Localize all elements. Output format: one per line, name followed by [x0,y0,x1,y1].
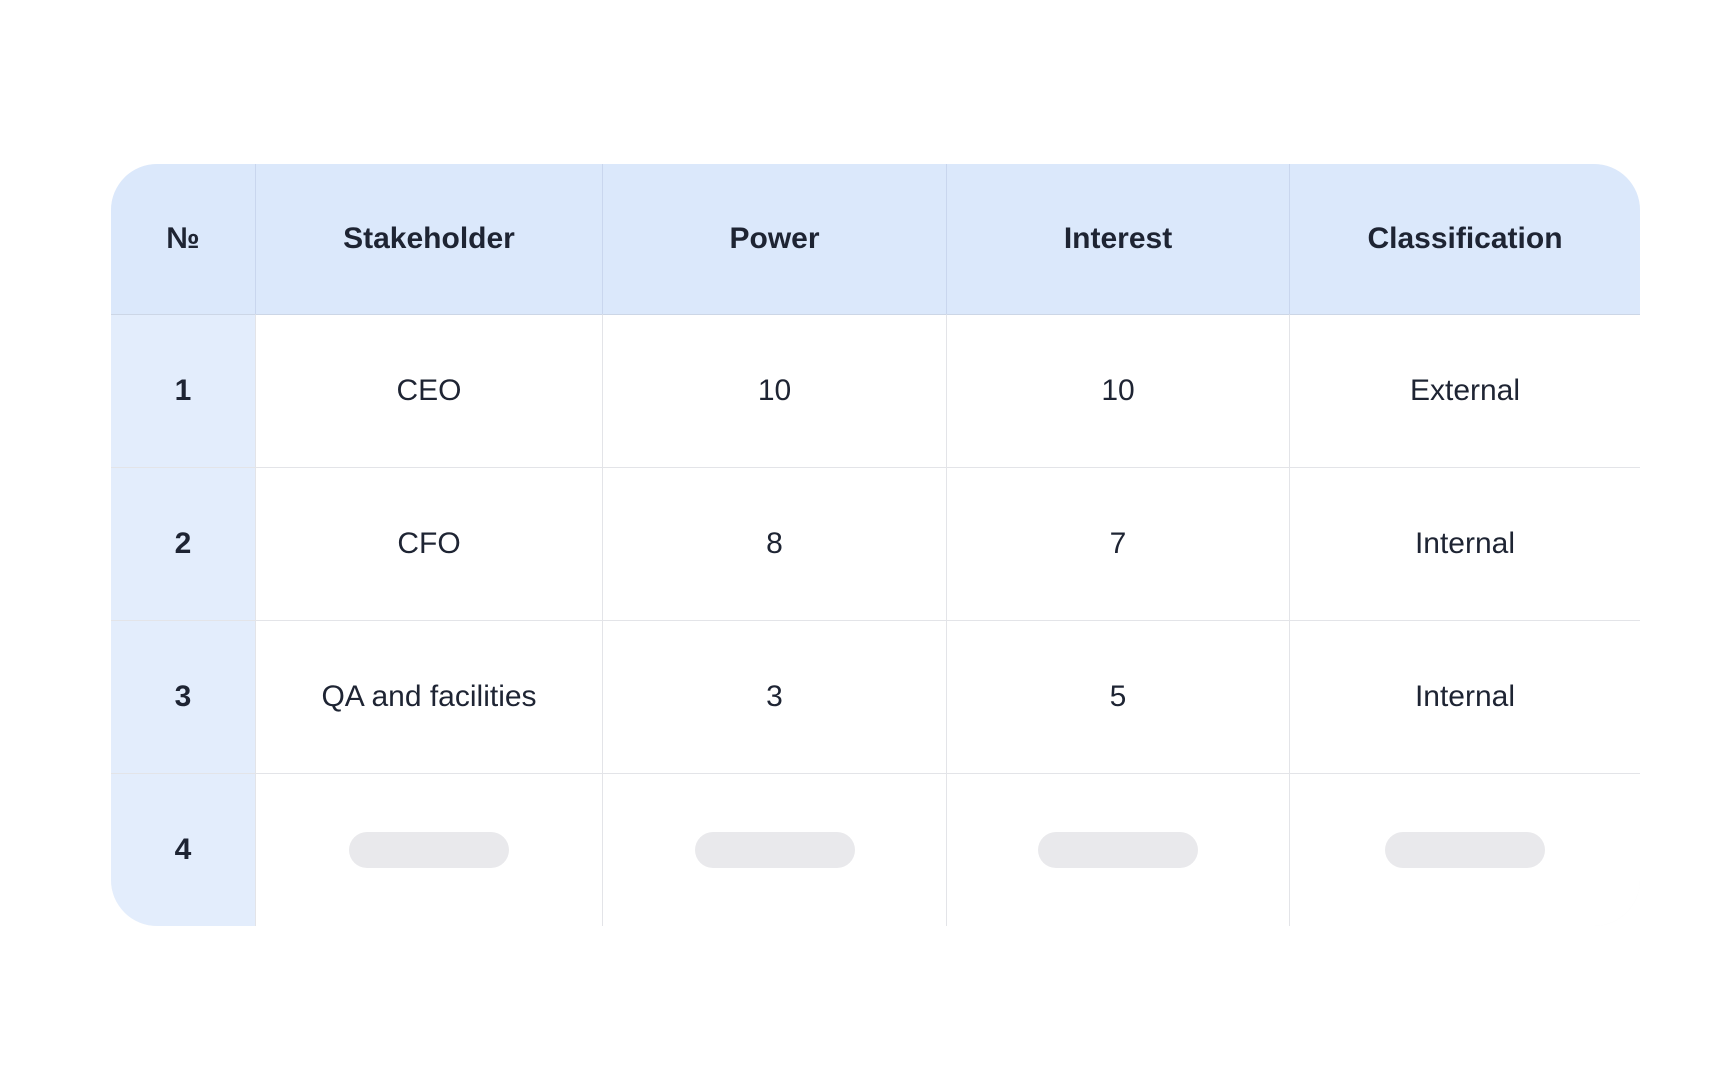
power-cell: 3 [603,620,947,773]
row-number: 2 [111,467,256,620]
column-header-stakeholder: Stakeholder [256,164,603,314]
power-cell-empty [603,773,947,926]
interest-cell: 7 [947,467,1290,620]
row-number: 4 [111,773,256,926]
power-cell: 8 [603,467,947,620]
row-number: 3 [111,620,256,773]
stakeholder-cell: CEO [256,314,603,467]
interest-cell-empty [947,773,1290,926]
column-header-power: Power [603,164,947,314]
interest-cell: 10 [947,314,1290,467]
empty-value-placeholder [1385,832,1545,868]
empty-value-placeholder [1038,832,1198,868]
column-header-classification: Classification [1290,164,1640,314]
power-cell: 10 [603,314,947,467]
classification-cell: Internal [1290,467,1640,620]
stakeholder-cell-empty [256,773,603,926]
classification-cell: External [1290,314,1640,467]
stakeholder-cell: QA and facilities [256,620,603,773]
empty-value-placeholder [349,832,509,868]
classification-cell: Internal [1290,620,1640,773]
classification-cell-empty [1290,773,1640,926]
column-header-number: № [111,164,256,314]
column-header-interest: Interest [947,164,1290,314]
stakeholder-table: № Stakeholder Power Interest Classificat… [111,164,1640,926]
stakeholder-cell: CFO [256,467,603,620]
interest-cell: 5 [947,620,1290,773]
empty-value-placeholder [694,832,855,868]
row-number: 1 [111,314,256,467]
